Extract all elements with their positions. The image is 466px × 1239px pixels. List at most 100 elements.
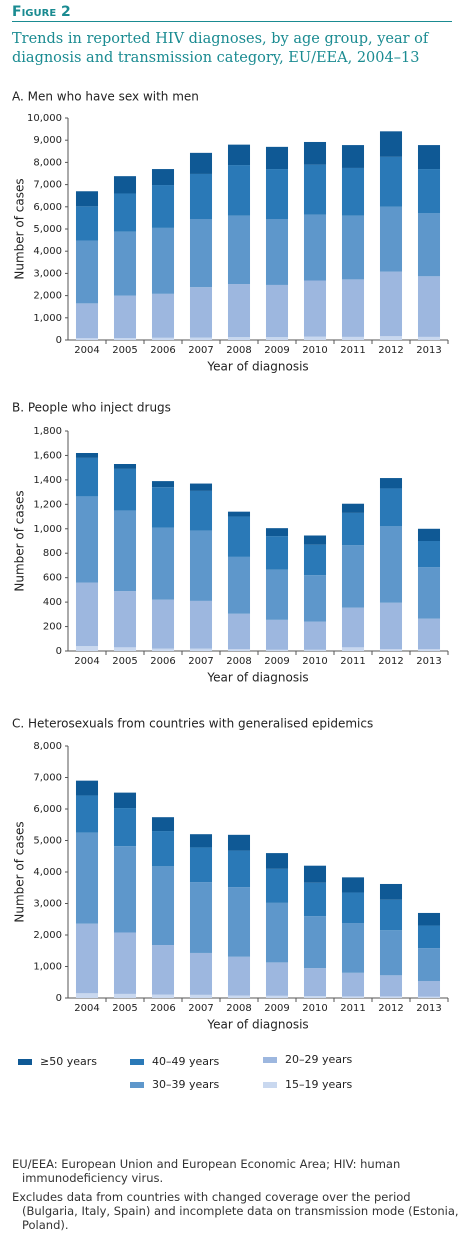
bar-segment [265, 219, 289, 285]
bar-segment [303, 916, 327, 969]
bar-segment [379, 206, 403, 272]
x-tick-label: 2012 [378, 345, 403, 356]
x-tick-label: 2012 [378, 1003, 403, 1014]
bar-segment [75, 780, 99, 796]
bar-segment [189, 648, 213, 651]
bar-segment [265, 962, 289, 996]
y-tick-label: 1,000 [33, 962, 62, 973]
bar-segment [227, 337, 251, 340]
bar-segment [227, 995, 251, 998]
figure-title: Trends in reported HIV diagnoses, by age… [12, 31, 429, 66]
y-tick-label: 10,000 [27, 113, 62, 124]
bar-segment [303, 214, 327, 281]
bar-segment [341, 892, 365, 924]
bar-segment [303, 280, 327, 337]
charts: A. Men who have sex with men 0 1,000 2,000 3… [12, 90, 449, 1091]
bar-segment [151, 994, 175, 998]
bar-segment [113, 932, 137, 994]
bar-segment [227, 956, 251, 996]
bar-segment [417, 980, 441, 997]
bar-segment [265, 649, 289, 651]
bar-segment [75, 191, 99, 207]
y-tick-label: 6,000 [33, 202, 62, 213]
bar-segment [189, 834, 213, 848]
x-axis-label: Year of diagnosis [206, 1018, 308, 1032]
y-tick-label: 1,600 [33, 450, 62, 461]
bar-segment [113, 647, 137, 651]
bar-segment [189, 882, 213, 953]
bar-segment [417, 996, 441, 998]
bar-segment [341, 279, 365, 337]
x-axis-label: Year of diagnosis [206, 671, 308, 685]
bar-segment [341, 996, 365, 998]
y-tick-label: 0 [56, 646, 62, 657]
bar-segment [113, 176, 137, 194]
bar-segment [227, 887, 251, 957]
bar-segment [417, 948, 441, 981]
bar-segment [113, 808, 137, 847]
bar-segment [341, 512, 365, 546]
bar-segment [227, 215, 251, 285]
bar-segment [417, 618, 441, 650]
bar-segment [303, 865, 327, 883]
legend-swatch [263, 1082, 277, 1088]
bar-segment [151, 227, 175, 294]
bar-segment [379, 271, 403, 337]
x-tick-label: 2007 [188, 1003, 213, 1014]
y-tick-label: 600 [43, 573, 62, 584]
bar-segment [189, 287, 213, 338]
bar-segment [265, 284, 289, 338]
x-tick-label: 2004 [74, 1003, 99, 1014]
bar-segment [341, 145, 365, 168]
y-tick-label: 1,400 [33, 475, 62, 486]
bar-segment [189, 337, 213, 340]
bar-segment [75, 206, 99, 241]
y-tick-label: 9,000 [33, 135, 62, 146]
x-tick-label: 2013 [416, 345, 441, 356]
y-tick-label: 5,000 [33, 836, 62, 847]
y-axis-label: Number of cases [13, 821, 27, 922]
y-tick-label: 1,000 [33, 313, 62, 324]
legend-swatch [18, 1059, 32, 1065]
y-axis-label: Number of cases [13, 490, 27, 591]
x-tick-label: 2009 [264, 345, 289, 356]
legend-swatch [263, 1057, 277, 1063]
bar-segment [151, 293, 175, 338]
x-tick-label: 2010 [302, 656, 327, 667]
x-tick-label: 2004 [74, 656, 99, 667]
bar-segment [265, 868, 289, 903]
bar-segment [379, 526, 403, 603]
bar-segment [189, 530, 213, 601]
bar-segment [265, 528, 289, 537]
x-tick-label: 2013 [416, 656, 441, 667]
bar-segment [303, 164, 327, 215]
legend-label: 30–39 years [152, 1078, 220, 1091]
bar-segment [113, 792, 137, 809]
y-tick-label: 6,000 [33, 804, 62, 815]
x-tick-label: 2009 [264, 1003, 289, 1014]
x-tick-label: 2011 [340, 1003, 365, 1014]
bar-segment [341, 972, 365, 997]
x-tick-label: 2011 [340, 656, 365, 667]
bar-segment [151, 527, 175, 600]
bar-segment [417, 213, 441, 277]
bar-segment [113, 464, 137, 469]
bar-segment [113, 295, 137, 339]
bar-segment [303, 621, 327, 650]
bar-segment [75, 453, 99, 458]
bar-segment [75, 240, 99, 304]
y-tick-label: 2,000 [33, 930, 62, 941]
footnote: EU/EEA: European Union and European Econ… [12, 1157, 401, 1185]
bar-segment [189, 847, 213, 883]
bar-segment [113, 338, 137, 340]
bar-segment [265, 536, 289, 570]
x-tick-label: 2005 [112, 345, 137, 356]
bar-segment [227, 834, 251, 851]
bar-segment [417, 912, 441, 926]
bar-segment [265, 337, 289, 340]
x-tick-label: 2004 [74, 345, 99, 356]
y-tick-label: 4,000 [33, 867, 62, 878]
bar-segment [113, 846, 137, 933]
bar-segment [113, 591, 137, 648]
bar-segment [379, 488, 403, 527]
